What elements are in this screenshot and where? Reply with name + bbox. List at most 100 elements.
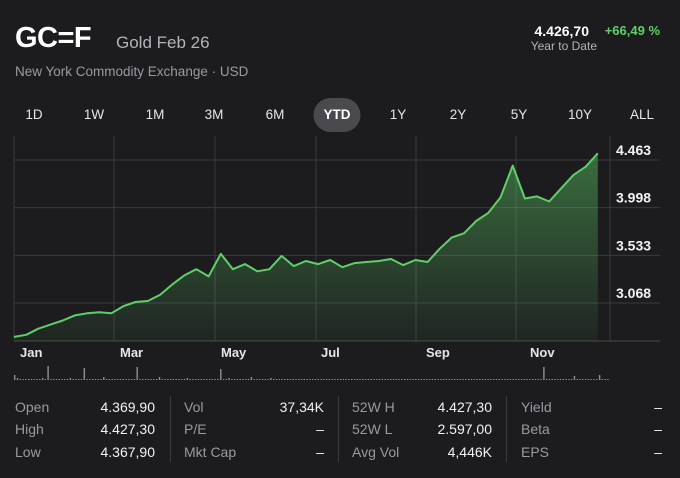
volume-bar	[136, 367, 138, 380]
volume-bar	[376, 379, 378, 380]
tab-1y[interactable]: 1Y	[389, 107, 407, 122]
tab-10y[interactable]: 10Y	[567, 107, 593, 122]
volume-bar	[526, 379, 528, 380]
volume-bar	[596, 379, 598, 380]
volume-bar	[337, 379, 339, 380]
tab-1m[interactable]: 1M	[145, 107, 165, 122]
stat-value: 4,446K	[447, 444, 492, 460]
tab-ytd[interactable]: YTD	[313, 98, 361, 132]
stat-label: EPS	[521, 444, 550, 460]
volume-bar	[395, 379, 397, 380]
volume-bar	[281, 379, 283, 380]
volume-bar	[39, 379, 41, 380]
tab-6m[interactable]: 6M	[265, 107, 285, 122]
stats-panel: Open 4.369,90 High 4.427,30 Low 4.367,90…	[0, 392, 680, 472]
volume-bar	[373, 379, 375, 380]
volume-bar	[351, 379, 353, 380]
volume-bar	[401, 379, 403, 380]
volume-bar	[256, 379, 258, 380]
volume-bar	[58, 379, 60, 380]
volume-bar	[509, 379, 512, 380]
volume-bar	[593, 379, 595, 380]
volume-bar	[571, 379, 573, 380]
x-tick-label: Nov	[530, 345, 555, 360]
volume-bar	[108, 379, 111, 380]
volume-bar	[153, 379, 155, 380]
volume-bar	[181, 379, 183, 380]
volume-bar	[398, 379, 400, 380]
stat-value: 4.369,90	[100, 399, 156, 415]
volume-bar	[156, 379, 158, 380]
volume-bar	[412, 379, 414, 380]
volume-bar	[579, 379, 581, 380]
volume-bar	[295, 379, 297, 380]
volume-bar	[540, 379, 542, 380]
volume-bar	[14, 375, 16, 380]
x-tick-label: Sep	[426, 345, 450, 360]
volume-bar	[339, 379, 342, 380]
price-chart[interactable]: 4.463 3.998 3.533 3.068 Jan Mar May Jul Sep Nov	[0, 136, 680, 382]
volume-bar	[289, 379, 292, 380]
volume-bar	[80, 379, 83, 380]
ticker-symbol: GC=F	[15, 22, 92, 54]
stat-value: 4.427,30	[437, 399, 493, 415]
volume-bar	[406, 379, 409, 380]
stat-label: Open	[15, 399, 50, 415]
volume-bar	[292, 379, 294, 380]
tab-1d[interactable]: 1D	[25, 107, 43, 122]
stat-label: Avg Vol	[352, 444, 400, 460]
volume-bar	[451, 379, 453, 380]
volume-bar	[320, 379, 322, 380]
volume-bar	[236, 379, 239, 380]
volume-bar	[259, 379, 261, 380]
stats-divider	[506, 396, 507, 462]
volume-bar	[231, 379, 233, 380]
volume-bar	[69, 378, 72, 380]
y-tick-label: 3.068	[616, 285, 651, 301]
volume-bar	[348, 379, 350, 380]
volume-bar	[559, 379, 562, 380]
volume-bar	[247, 379, 250, 380]
volume-bar	[50, 379, 52, 380]
volume-bar	[186, 378, 189, 380]
tab-all[interactable]: ALL	[629, 107, 655, 122]
volume-bar	[97, 379, 99, 380]
volume-bar	[158, 377, 161, 380]
volume-bar	[170, 379, 172, 380]
volume-bar	[325, 379, 328, 380]
price-area	[14, 153, 598, 341]
volume-bar	[445, 379, 448, 380]
stat-label: Mkt Cap	[184, 444, 237, 460]
volume-bar	[392, 379, 395, 380]
volume-bar	[487, 379, 489, 380]
tab-2y[interactable]: 2Y	[449, 107, 467, 122]
stat-label: Beta	[521, 421, 550, 437]
volume-bar	[195, 379, 197, 380]
volume-bar	[309, 379, 311, 380]
volume-bar	[161, 379, 163, 380]
volume-bar	[345, 379, 347, 380]
volume-bar	[423, 379, 425, 380]
volume-bar	[576, 379, 578, 380]
tab-5y[interactable]: 5Y	[510, 107, 528, 122]
tab-3m[interactable]: 3M	[204, 107, 224, 122]
volume-bar	[367, 379, 370, 380]
stat-value: –	[654, 444, 662, 460]
volume-bar	[214, 379, 216, 380]
volume-bar	[217, 379, 219, 380]
y-tick-label: 4.463	[616, 142, 651, 158]
stat-label: 52W H	[352, 399, 395, 415]
volume-bar	[548, 379, 551, 380]
volume-bar	[66, 379, 69, 380]
volume-bar	[534, 379, 537, 380]
tab-1w[interactable]: 1W	[83, 107, 105, 122]
volume-bar	[114, 379, 116, 380]
volume-bar	[364, 379, 367, 380]
volume-bar	[442, 379, 445, 380]
volume-bar	[387, 379, 389, 380]
volume-bar	[111, 379, 113, 380]
volume-bar	[504, 379, 506, 380]
volume-bar	[142, 379, 144, 380]
stat-label: Low	[15, 444, 41, 460]
volume-bar	[342, 379, 344, 380]
